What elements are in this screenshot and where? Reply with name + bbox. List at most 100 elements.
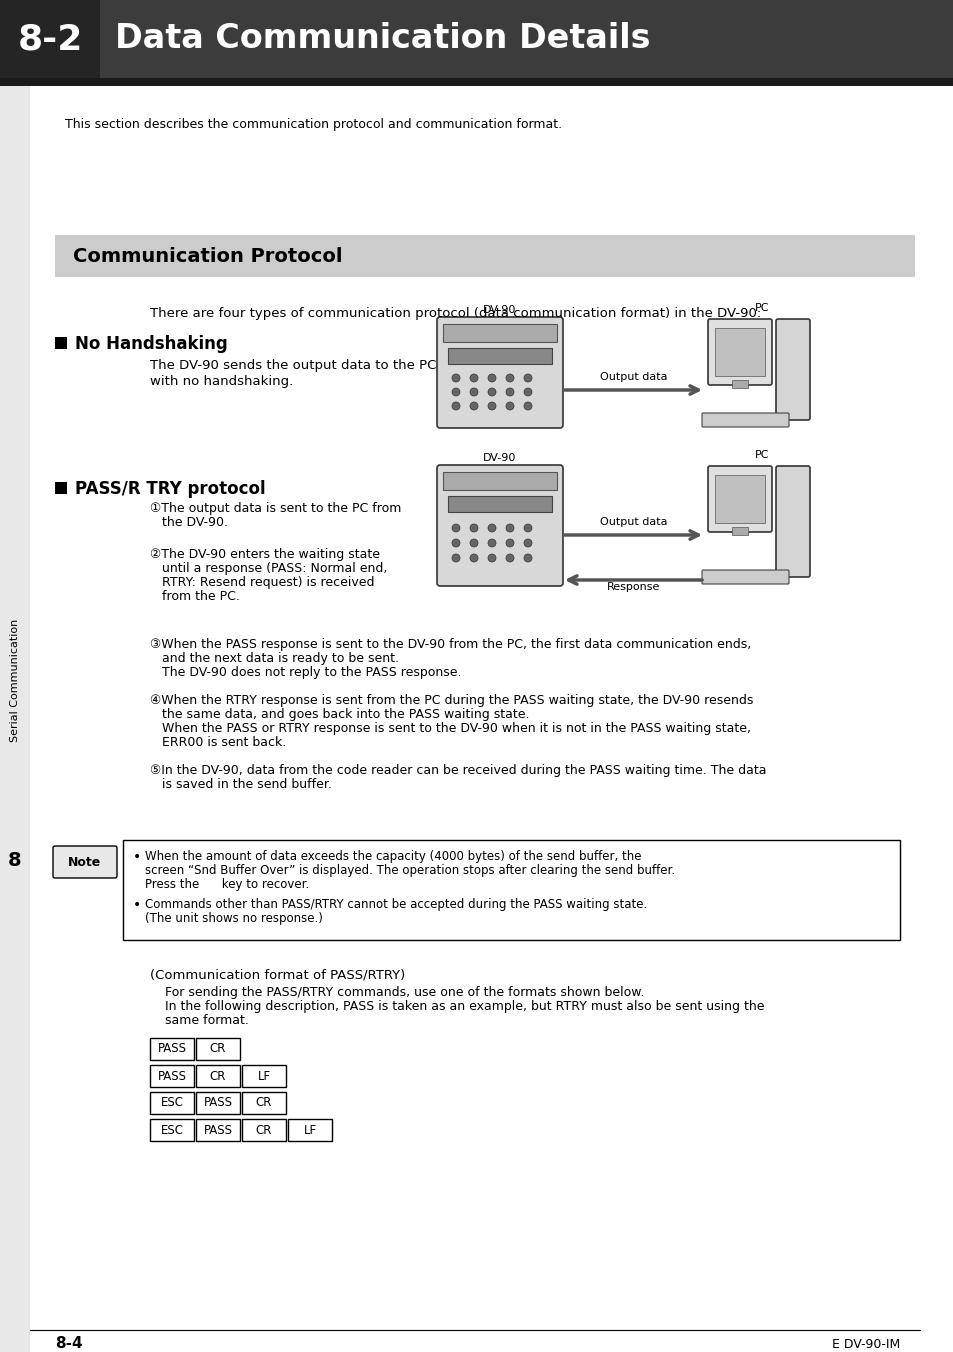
Circle shape bbox=[523, 554, 532, 562]
FancyBboxPatch shape bbox=[701, 571, 788, 584]
Circle shape bbox=[452, 554, 459, 562]
Circle shape bbox=[523, 375, 532, 383]
Bar bbox=[731, 380, 747, 388]
Circle shape bbox=[470, 375, 477, 383]
Text: ⑤In the DV-90, data from the code reader can be received during the PASS waiting: ⑤In the DV-90, data from the code reader… bbox=[150, 764, 765, 777]
Bar bbox=[731, 527, 747, 535]
Circle shape bbox=[470, 554, 477, 562]
Text: The DV-90 does not reply to the PASS response.: The DV-90 does not reply to the PASS res… bbox=[150, 667, 461, 679]
Text: Press the      key to recover.: Press the key to recover. bbox=[145, 877, 309, 891]
Text: RTRY: Resend request) is received: RTRY: Resend request) is received bbox=[150, 576, 375, 589]
Text: ②The DV-90 enters the waiting state: ②The DV-90 enters the waiting state bbox=[150, 548, 379, 561]
Text: E DV-90-IM: E DV-90-IM bbox=[831, 1337, 899, 1351]
Bar bbox=[448, 496, 552, 512]
Text: until a response (PASS: Normal end,: until a response (PASS: Normal end, bbox=[150, 562, 387, 575]
Text: PASS: PASS bbox=[157, 1069, 186, 1083]
Text: and the next data is ready to be sent.: and the next data is ready to be sent. bbox=[150, 652, 398, 665]
FancyBboxPatch shape bbox=[701, 412, 788, 427]
Text: ①The output data is sent to the PC from: ①The output data is sent to the PC from bbox=[150, 502, 401, 515]
Bar bbox=[150, 1092, 193, 1114]
Circle shape bbox=[505, 375, 514, 383]
Text: •: • bbox=[132, 850, 141, 864]
Circle shape bbox=[488, 402, 496, 410]
Text: Response: Response bbox=[606, 581, 659, 592]
Text: (The unit shows no response.): (The unit shows no response.) bbox=[145, 913, 322, 925]
Text: PASS: PASS bbox=[203, 1124, 233, 1137]
Text: DV-90: DV-90 bbox=[483, 306, 517, 315]
Text: Output data: Output data bbox=[599, 372, 666, 383]
Text: Serial Communication: Serial Communication bbox=[10, 618, 20, 742]
Text: •: • bbox=[132, 898, 141, 913]
Bar bbox=[242, 1065, 286, 1087]
Circle shape bbox=[452, 539, 459, 548]
Text: Output data: Output data bbox=[599, 516, 666, 527]
Text: PASS/R TRY protocol: PASS/R TRY protocol bbox=[75, 480, 265, 498]
Text: CR: CR bbox=[255, 1096, 272, 1110]
Text: In the following description, PASS is taken as an example, but RTRY must also be: In the following description, PASS is ta… bbox=[165, 1000, 763, 1013]
Text: PC: PC bbox=[755, 303, 769, 314]
Circle shape bbox=[470, 388, 477, 396]
Bar bbox=[442, 324, 557, 342]
Bar bbox=[288, 1119, 332, 1141]
Circle shape bbox=[452, 388, 459, 396]
Circle shape bbox=[470, 539, 477, 548]
Bar bbox=[242, 1119, 286, 1141]
Circle shape bbox=[470, 525, 477, 531]
Text: DV-90: DV-90 bbox=[483, 453, 517, 462]
Text: When the amount of data exceeds the capacity (4000 bytes) of the send buffer, th: When the amount of data exceeds the capa… bbox=[145, 850, 640, 863]
Circle shape bbox=[505, 554, 514, 562]
Text: 8: 8 bbox=[9, 850, 22, 869]
Text: 8-2: 8-2 bbox=[17, 22, 83, 55]
Text: ESC: ESC bbox=[160, 1124, 183, 1137]
Text: Communication Protocol: Communication Protocol bbox=[73, 246, 342, 265]
Text: PASS: PASS bbox=[157, 1042, 186, 1056]
Bar bbox=[195, 1038, 240, 1060]
Bar bbox=[123, 840, 899, 940]
FancyBboxPatch shape bbox=[707, 466, 771, 531]
Bar bbox=[195, 1119, 240, 1141]
Circle shape bbox=[523, 525, 532, 531]
Bar bbox=[0, 0, 953, 78]
Bar bbox=[242, 1092, 286, 1114]
Text: is saved in the send buffer.: is saved in the send buffer. bbox=[150, 777, 332, 791]
Bar bbox=[150, 1038, 193, 1060]
Circle shape bbox=[470, 402, 477, 410]
Circle shape bbox=[523, 388, 532, 396]
Text: For sending the PASS/RTRY commands, use one of the formats shown below.: For sending the PASS/RTRY commands, use … bbox=[165, 986, 643, 999]
Circle shape bbox=[523, 539, 532, 548]
Text: the same data, and goes back into the PASS waiting state.: the same data, and goes back into the PA… bbox=[150, 708, 529, 721]
Text: CR: CR bbox=[255, 1124, 272, 1137]
Bar bbox=[0, 0, 100, 78]
Text: 8-4: 8-4 bbox=[55, 1337, 83, 1352]
Bar bbox=[150, 1119, 193, 1141]
Text: from the PC.: from the PC. bbox=[150, 589, 239, 603]
Text: ESC: ESC bbox=[160, 1096, 183, 1110]
Circle shape bbox=[488, 554, 496, 562]
Text: Commands other than PASS/RTRY cannot be accepted during the PASS waiting state.: Commands other than PASS/RTRY cannot be … bbox=[145, 898, 646, 911]
Bar bbox=[714, 329, 764, 376]
Bar bbox=[442, 472, 557, 489]
Text: PC: PC bbox=[755, 450, 769, 460]
Text: Data Communication Details: Data Communication Details bbox=[115, 23, 650, 55]
Text: When the PASS or RTRY response is sent to the DV-90 when it is not in the PASS w: When the PASS or RTRY response is sent t… bbox=[150, 722, 750, 735]
Circle shape bbox=[523, 402, 532, 410]
Circle shape bbox=[505, 388, 514, 396]
FancyBboxPatch shape bbox=[775, 466, 809, 577]
Circle shape bbox=[488, 539, 496, 548]
Circle shape bbox=[505, 539, 514, 548]
Bar bbox=[195, 1065, 240, 1087]
Text: The DV-90 sends the output data to the PC: The DV-90 sends the output data to the P… bbox=[150, 360, 436, 372]
FancyBboxPatch shape bbox=[436, 465, 562, 585]
Text: ERR00 is sent back.: ERR00 is sent back. bbox=[150, 735, 286, 749]
Bar bbox=[150, 1065, 193, 1087]
Text: screen “Snd Buffer Over” is displayed. The operation stops after clearing the se: screen “Snd Buffer Over” is displayed. T… bbox=[145, 864, 675, 877]
Bar bbox=[0, 0, 30, 1352]
Circle shape bbox=[505, 525, 514, 531]
Bar bbox=[714, 475, 764, 523]
Bar bbox=[195, 1092, 240, 1114]
Text: There are four types of communication protocol (data communication format) in th: There are four types of communication pr… bbox=[150, 307, 760, 320]
Text: same format.: same format. bbox=[165, 1014, 249, 1028]
Text: ③When the PASS response is sent to the DV-90 from the PC, the first data communi: ③When the PASS response is sent to the D… bbox=[150, 638, 750, 652]
FancyBboxPatch shape bbox=[775, 319, 809, 420]
Circle shape bbox=[452, 525, 459, 531]
